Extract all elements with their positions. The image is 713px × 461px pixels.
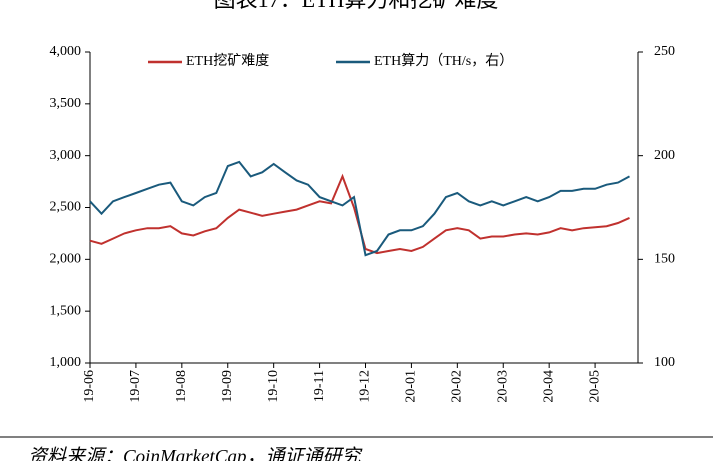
y2-tick-label: 150 bbox=[654, 252, 675, 267]
x-tick-label: 19-12 bbox=[358, 370, 373, 403]
x-tick-label: 20-01 bbox=[404, 370, 419, 403]
source-note: 资料来源：CoinMarketCap，通证通研究 bbox=[28, 445, 363, 461]
line-series bbox=[89, 160, 630, 257]
x-tick-label: 20-03 bbox=[495, 370, 510, 403]
x-tick-label: 19-10 bbox=[266, 370, 281, 403]
y-tick-label: 3,000 bbox=[50, 148, 82, 163]
legend-label: ETH算力（TH/s，右） bbox=[374, 53, 513, 69]
x-tick-label: 19-09 bbox=[220, 370, 235, 403]
y-tick-label: 2,000 bbox=[50, 252, 82, 267]
legend-label: ETH挖矿难度 bbox=[186, 53, 269, 69]
chart-title: 图表17：ETH算力和挖矿难度 bbox=[214, 0, 499, 12]
y-tick-label: 1,500 bbox=[50, 303, 82, 318]
y2-tick-label: 250 bbox=[654, 44, 675, 59]
x-tick-label: 19-11 bbox=[312, 370, 327, 402]
y-tick-label: 4,000 bbox=[50, 44, 82, 59]
x-tick-label: 19-07 bbox=[128, 370, 143, 403]
y2-tick-label: 200 bbox=[654, 148, 675, 163]
line-series bbox=[89, 173, 630, 255]
x-tick-label: 19-08 bbox=[174, 370, 189, 403]
x-tick-label: 20-02 bbox=[450, 370, 465, 403]
y-tick-label: 3,500 bbox=[50, 96, 82, 111]
x-tick-label: 19-06 bbox=[82, 370, 97, 403]
x-tick-label: 20-04 bbox=[541, 370, 556, 403]
x-tick-label: 20-05 bbox=[587, 370, 602, 403]
y-tick-label: 1,000 bbox=[50, 355, 82, 370]
y2-tick-label: 100 bbox=[654, 355, 675, 370]
y-tick-label: 2,500 bbox=[50, 200, 82, 215]
